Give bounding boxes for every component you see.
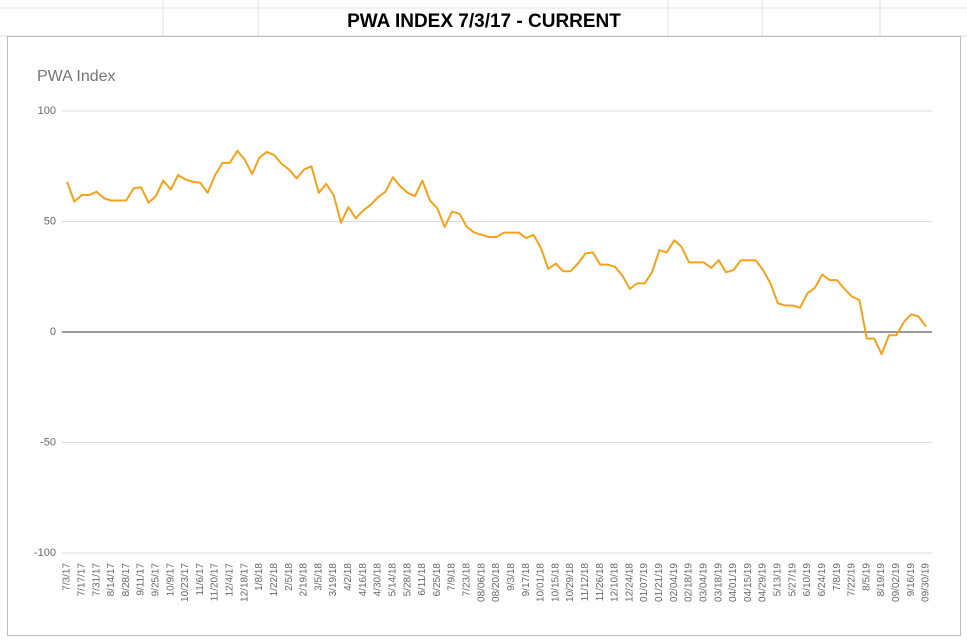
x-tick-label: 9/11/17 bbox=[136, 563, 147, 596]
x-tick-label: 6/24/19 bbox=[817, 563, 828, 597]
x-tick-label: 8/28/17 bbox=[121, 563, 132, 597]
x-tick-label: 11/20/17 bbox=[210, 563, 221, 602]
x-tick-label: 04/29/19 bbox=[758, 563, 769, 602]
data-line bbox=[66, 149, 927, 356]
x-tick-label: 08/20/18 bbox=[491, 563, 502, 602]
x-tick-label: 7/9/18 bbox=[447, 563, 458, 591]
x-tick-label: 02/18/19 bbox=[684, 563, 695, 602]
x-tick-label: 10/9/17 bbox=[165, 563, 176, 597]
x-tick-label: 9/25/17 bbox=[151, 563, 162, 597]
x-tick-label: 12/24/18 bbox=[624, 563, 635, 602]
y-tick-label: 50 bbox=[44, 215, 56, 227]
x-tick-label: 4/2/18 bbox=[343, 563, 354, 591]
x-tick-label: 12/18/17 bbox=[239, 563, 250, 602]
x-tick-label: 1/8/18 bbox=[254, 563, 265, 591]
x-tick-label: 10/01/18 bbox=[536, 563, 547, 602]
y-tick-label: 100 bbox=[38, 105, 56, 117]
x-tick-label: 8/5/19 bbox=[861, 563, 872, 591]
x-tick-label: 01/07/19 bbox=[639, 563, 650, 602]
x-tick-label: 7/17/17 bbox=[76, 563, 87, 597]
x-tick-label: 5/27/19 bbox=[787, 563, 798, 597]
x-tick-label: 11/26/18 bbox=[595, 563, 606, 602]
x-tick-label: 4/16/18 bbox=[358, 563, 369, 597]
y-tick-label: 0 bbox=[50, 326, 56, 338]
x-tick-label: 7/31/17 bbox=[91, 563, 102, 597]
x-tick-label: 6/11/18 bbox=[417, 563, 428, 596]
x-tick-label: 7/8/19 bbox=[832, 563, 843, 591]
x-tick-label: 3/5/18 bbox=[313, 563, 324, 591]
x-tick-label: 6/10/19 bbox=[802, 563, 813, 597]
x-tick-label: 9/16/19 bbox=[906, 563, 917, 597]
x-tick-label: 9/3/18 bbox=[506, 563, 517, 591]
x-tick-label: 2/19/18 bbox=[299, 563, 310, 597]
x-tick-label: 09/30/19 bbox=[921, 563, 932, 602]
x-tick-label: 2/5/18 bbox=[284, 563, 295, 591]
chart-frame bbox=[7, 36, 961, 636]
x-tick-label: 12/10/18 bbox=[610, 563, 621, 602]
x-tick-label: 5/13/19 bbox=[773, 563, 784, 597]
x-tick-label: 04/15/19 bbox=[743, 563, 754, 602]
x-tick-label: 10/29/18 bbox=[565, 563, 576, 602]
x-tick-label: 11/6/17 bbox=[195, 563, 206, 596]
chart-title: PWA Index bbox=[37, 68, 116, 85]
x-tick-label: 5/14/18 bbox=[387, 563, 398, 597]
x-tick-label: 3/19/18 bbox=[328, 563, 339, 597]
sheet-title: PWA INDEX 7/3/17 - CURRENT bbox=[347, 11, 621, 32]
x-tick-label: 1/22/18 bbox=[269, 563, 280, 597]
x-tick-label: 7/3/17 bbox=[62, 563, 73, 591]
x-tick-label: 10/15/18 bbox=[550, 563, 561, 602]
x-tick-label: 08/06/18 bbox=[476, 563, 487, 602]
x-tick-label: 8/14/17 bbox=[106, 563, 117, 597]
y-tick-label: -100 bbox=[34, 547, 56, 559]
x-tick-label: 8/19/19 bbox=[876, 563, 887, 597]
x-tick-label: 9/17/18 bbox=[521, 563, 532, 597]
x-tick-label: 7/22/19 bbox=[847, 563, 858, 597]
x-tick-label: 5/28/18 bbox=[402, 563, 413, 597]
x-tick-label: 11/12/18 bbox=[580, 563, 591, 602]
x-tick-label: 04/01/19 bbox=[728, 563, 739, 602]
x-tick-label: 02/04/19 bbox=[669, 563, 680, 602]
x-tick-label: 01/21/19 bbox=[654, 563, 665, 602]
x-tick-label: 10/23/17 bbox=[180, 563, 191, 602]
x-tick-label: 4/30/18 bbox=[373, 563, 384, 597]
x-tick-label: 12/4/17 bbox=[225, 563, 236, 597]
x-tick-label: 6/25/18 bbox=[432, 563, 443, 597]
x-tick-label: 09/02/19 bbox=[891, 563, 902, 602]
x-tick-label: 7/23/18 bbox=[462, 563, 473, 597]
x-tick-label: 03/18/19 bbox=[713, 563, 724, 602]
x-tick-label: 03/04/19 bbox=[698, 563, 709, 602]
y-tick-label: -50 bbox=[40, 436, 56, 448]
